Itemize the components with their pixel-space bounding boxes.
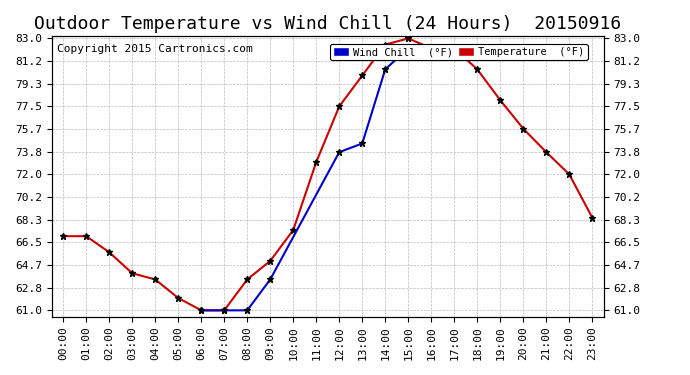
Title: Outdoor Temperature vs Wind Chill (24 Hours)  20150916: Outdoor Temperature vs Wind Chill (24 Ho… [34, 15, 622, 33]
Legend: Wind Chill  (°F), Temperature  (°F): Wind Chill (°F), Temperature (°F) [331, 44, 587, 60]
Text: Copyright 2015 Cartronics.com: Copyright 2015 Cartronics.com [57, 44, 253, 54]
